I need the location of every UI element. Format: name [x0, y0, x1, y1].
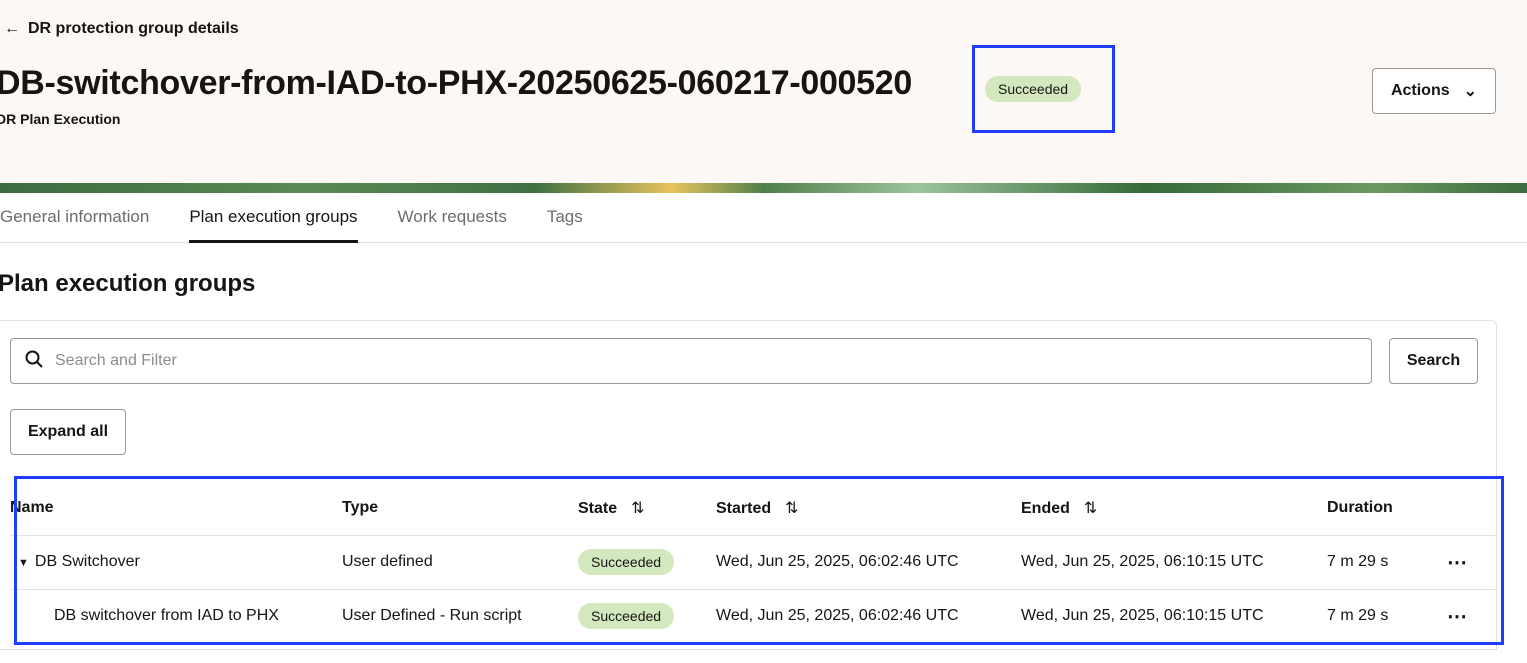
- column-name[interactable]: Name: [10, 482, 342, 536]
- status-badge: Succeeded: [985, 76, 1082, 102]
- tab-general-information[interactable]: General information: [0, 207, 150, 226]
- sort-icon[interactable]: ⇅: [631, 500, 645, 518]
- column-started[interactable]: Started ⇅: [716, 482, 1021, 536]
- search-icon: [25, 350, 43, 373]
- tab-plan-execution-groups[interactable]: Plan execution groups: [189, 193, 358, 243]
- chevron-down-icon: ⌄: [1463, 83, 1478, 100]
- column-type[interactable]: Type: [342, 482, 578, 536]
- more-actions-icon[interactable]: ⋯: [1447, 535, 1497, 590]
- table-row: ▼ DB Switchover User defined Succeeded We…: [10, 535, 1497, 590]
- page-subtitle: DR Plan Execution: [0, 111, 121, 127]
- search-input[interactable]: [55, 352, 1305, 370]
- actions-button[interactable]: Actions ⌄: [1372, 68, 1496, 114]
- tab-bar: General information Plan execution group…: [0, 193, 1527, 243]
- search-box[interactable]: [10, 338, 1372, 384]
- status-badge: Succeeded: [578, 549, 675, 575]
- plan-execution-groups-table: Name Type State ⇅ Started ⇅ Ended ⇅ Duratio…: [10, 482, 1497, 644]
- arrow-left-icon: ←: [4, 20, 20, 37]
- section-title: Plan execution groups: [0, 270, 256, 297]
- expand-all-button[interactable]: Expand all: [10, 409, 126, 455]
- column-state[interactable]: State ⇅: [578, 482, 716, 536]
- sort-icon[interactable]: ⇅: [1083, 500, 1098, 518]
- page-header: ← DR protection group details DB-switchov…: [0, 0, 1527, 183]
- column-duration[interactable]: Duration: [1327, 482, 1447, 536]
- sort-icon[interactable]: ⇅: [785, 500, 799, 518]
- status-badge: Succeeded: [578, 603, 675, 629]
- back-link[interactable]: ← DR protection group details: [4, 20, 239, 37]
- decorative-banner: [0, 183, 1527, 193]
- table-header-row: Name Type State ⇅ Started ⇅ Ended ⇅ Duratio…: [10, 482, 1497, 536]
- more-actions-icon[interactable]: ⋯: [1447, 589, 1497, 644]
- page-title: DB-switchover-from-IAD-to-PHX-20250625-0…: [0, 64, 912, 102]
- caret-down-icon[interactable]: ▼: [18, 557, 29, 569]
- table-row: DB switchover from IAD to PHX User Defin…: [10, 589, 1497, 644]
- column-ended[interactable]: Ended ⇅: [1021, 482, 1327, 536]
- tab-work-requests[interactable]: Work requests: [397, 207, 507, 226]
- tab-tags[interactable]: Tags: [546, 207, 583, 226]
- search-button[interactable]: Search: [1389, 338, 1478, 384]
